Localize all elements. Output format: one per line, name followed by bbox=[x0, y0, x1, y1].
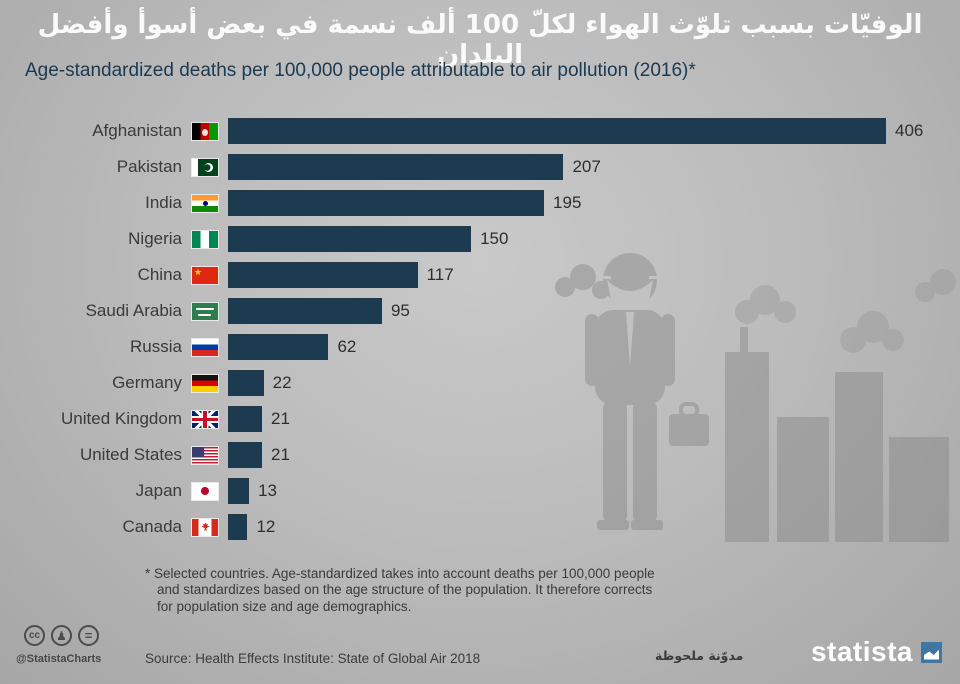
flag-pakistan-icon bbox=[191, 157, 219, 177]
chart-row: Pakistan 207 bbox=[25, 149, 960, 185]
bar-area: 406 bbox=[228, 118, 960, 144]
value-label: 95 bbox=[390, 301, 410, 320]
bar-area: 22 bbox=[228, 370, 960, 396]
statista-wordmark: statista bbox=[810, 636, 913, 667]
bar-area: 95 bbox=[228, 298, 960, 324]
country-label: Canada bbox=[122, 517, 182, 536]
country-label: United Kingdom bbox=[61, 409, 182, 428]
bar-area: 12 bbox=[228, 514, 960, 540]
chart-row: Nigeria 150 bbox=[25, 221, 960, 257]
bar bbox=[228, 370, 264, 396]
country-label: India bbox=[145, 193, 182, 212]
chart-row: Canada 12 bbox=[25, 509, 960, 545]
country-label: Nigeria bbox=[128, 229, 182, 248]
value-label: 12 bbox=[256, 517, 276, 536]
arabic-footer-note: مدوّنة ملحوظة bbox=[655, 648, 744, 663]
license-icons: cc ♟ = bbox=[24, 625, 99, 646]
attribution-person-icon: ♟ bbox=[51, 625, 72, 646]
value-label: 117 bbox=[426, 265, 454, 284]
flag-russia-icon bbox=[191, 337, 219, 357]
flag-germany-icon bbox=[191, 373, 219, 393]
chart-row: India 195 bbox=[25, 185, 960, 221]
country-label: Afghanistan bbox=[92, 121, 182, 140]
bar-area: 21 bbox=[228, 406, 960, 432]
bar-chart: Afghanistan 406 Pakistan 207 India 195 N… bbox=[25, 113, 960, 545]
flag-saudi-arabia-icon bbox=[191, 301, 219, 321]
country-label: China bbox=[137, 265, 182, 284]
flag-india-icon bbox=[191, 193, 219, 213]
bar bbox=[228, 118, 886, 144]
value-label: 21 bbox=[271, 409, 290, 428]
country-label: Saudi Arabia bbox=[85, 301, 182, 320]
value-label: 150 bbox=[480, 229, 509, 248]
chart-row: Germany 22 bbox=[25, 365, 960, 401]
bar-area: 150 bbox=[228, 226, 960, 252]
country-label: Pakistan bbox=[116, 157, 182, 176]
bar-area: 13 bbox=[228, 478, 960, 504]
chart-row: United States 21 bbox=[25, 437, 960, 473]
chart-subtitle: Age-standardized deaths per 100,000 peop… bbox=[25, 60, 696, 81]
bar bbox=[228, 442, 263, 468]
bar-area: 62 bbox=[228, 334, 960, 360]
chart-rows: Afghanistan 406 Pakistan 207 India 195 N… bbox=[25, 113, 960, 545]
footnote: * Selected countries. Age-standardized t… bbox=[145, 566, 655, 614]
value-label: 195 bbox=[553, 193, 582, 212]
bar bbox=[228, 478, 250, 504]
statista-logo-square-icon bbox=[921, 641, 942, 663]
flag-china-icon bbox=[191, 265, 219, 285]
bar-area: 207 bbox=[228, 154, 960, 180]
bar bbox=[228, 298, 382, 324]
value-label: 207 bbox=[572, 157, 601, 176]
country-label: United States bbox=[79, 445, 182, 464]
no-derivatives-icon: = bbox=[78, 625, 99, 646]
chart-row: Afghanistan 406 bbox=[25, 113, 960, 149]
chart-row: Russia 62 bbox=[25, 329, 960, 365]
value-label: 22 bbox=[272, 373, 292, 392]
chart-row: Saudi Arabia 95 bbox=[25, 293, 960, 329]
chart-row: Japan 13 bbox=[25, 473, 960, 509]
cc-license-icon: cc bbox=[24, 625, 45, 646]
source-line: Source: Health Effects Institute: State … bbox=[145, 651, 481, 666]
chart-row: China 117 bbox=[25, 257, 960, 293]
flag-united-states-icon bbox=[191, 445, 219, 465]
value-label: 62 bbox=[337, 337, 357, 356]
chart-title-arabic: الوفيّات بسبب تلوّث الهواء لكلّ 100 ألف … bbox=[37, 10, 923, 70]
flag-afghanistan-icon bbox=[191, 121, 219, 141]
country-label: Germany bbox=[112, 373, 182, 392]
flag-united-kingdom-icon bbox=[191, 409, 219, 429]
value-label: 406 bbox=[895, 121, 924, 140]
value-label: 13 bbox=[258, 481, 277, 500]
bar bbox=[228, 406, 263, 432]
bar bbox=[228, 154, 564, 180]
bar bbox=[228, 262, 418, 288]
flag-nigeria-icon bbox=[191, 229, 219, 249]
bar bbox=[228, 190, 545, 216]
statista-charts-handle: @StatistaCharts bbox=[16, 653, 102, 665]
value-label: 21 bbox=[271, 445, 290, 464]
flag-canada-icon bbox=[191, 517, 219, 537]
statista-logo: statista bbox=[811, 636, 942, 668]
bar-area: 195 bbox=[228, 190, 960, 216]
country-label: Japan bbox=[135, 481, 182, 500]
chart-row: United Kingdom 21 bbox=[25, 401, 960, 437]
country-label: Russia bbox=[130, 337, 182, 356]
flag-japan-icon bbox=[191, 481, 219, 501]
bar-area: 21 bbox=[228, 442, 960, 468]
bar bbox=[228, 334, 329, 360]
bar-area: 117 bbox=[228, 262, 960, 288]
pollution-watermark-illustration bbox=[555, 253, 956, 542]
bar bbox=[228, 226, 472, 252]
bar bbox=[228, 514, 248, 540]
